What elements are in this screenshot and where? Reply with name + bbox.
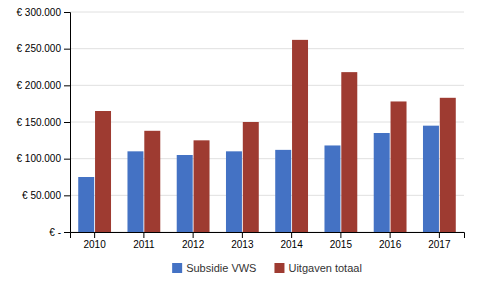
y-tick-label: € 100.000 [17,153,62,164]
chart: € - € 50.000 € 100.000 € 150.000 € 200.000 € … [0,0,478,284]
x-tick-label: 2017 [428,239,451,250]
x-tick-label: 2015 [330,239,353,250]
bar [127,151,143,232]
plot: € - € 50.000 € 100.000 € 150.000 € 200.000 € … [17,7,465,250]
x-tick-mark [340,232,341,238]
bar [226,151,242,232]
bar [292,40,308,232]
bar [324,145,340,232]
bars [78,40,456,232]
legend-swatch [274,263,284,273]
y-tick: € 150.000 [17,117,71,128]
x-tick-mark [390,232,391,238]
x-tick: 2012 [182,232,205,250]
y-tick-mark [64,159,70,160]
y-axis-line [64,13,71,233]
x-tick: 2011 [133,232,155,250]
x-tick-mark [439,232,440,238]
bar [144,131,160,232]
x-tick-mark [193,232,194,238]
y-tick: € 200.000 [17,80,71,91]
x-tick: 2013 [231,232,254,250]
y-tick-mark [64,232,70,233]
y-tick-label: € 150.000 [17,117,62,128]
x-tick-label: 2013 [231,239,254,250]
bar [275,150,291,232]
y-tick-mark [64,85,70,86]
x-tick-mark [94,232,95,238]
bar [440,98,456,232]
bar [374,133,390,232]
x-tick-label: 2016 [379,239,402,250]
x-tick-label: 2014 [281,239,304,250]
bar [194,140,210,232]
x-tick: 2014 [281,232,304,250]
bar-series [95,40,456,232]
x-axis: 2010 2011 2012 2013 2014 2015 2016 2017 [71,232,465,250]
x-tick-label: 2012 [182,239,205,250]
x-tick: 2015 [330,232,353,250]
bar [78,177,94,232]
x-axis-line [71,233,465,239]
x-tick-mark [242,232,243,238]
legend-item: Uitgaven totaal [274,262,361,274]
grid-line [70,48,464,49]
grid-line [70,12,464,13]
bar [341,72,357,232]
x-tick: 2016 [379,232,402,250]
legend-swatch [172,263,182,273]
y-tick-label: € 200.000 [17,80,62,91]
y-tick: € 50.000 [22,190,70,201]
y-tick-mark [64,12,70,13]
y-tick-mark [64,195,70,196]
bar [391,101,407,232]
y-axis: € - € 50.000 € 100.000 € 150.000 € 200.000 € … [17,7,71,238]
y-tick: € 300.000 [17,7,71,18]
x-tick-mark [143,232,144,238]
x-tick: 2017 [428,232,451,250]
bar [423,126,439,232]
y-tick-label: € 250.000 [17,43,62,54]
y-tick-mark [64,49,70,50]
y-tick-label: € 300.000 [17,7,62,18]
grid [70,12,464,232]
y-tick-label: € - [49,227,61,238]
legend-label: Subsidie VWS [186,262,256,274]
x-tick: 2010 [84,232,107,250]
bar [177,155,193,232]
x-tick-mark [291,232,292,238]
y-tick: € 100.000 [17,153,71,164]
y-tick-mark [64,122,70,123]
grid-line [70,85,464,86]
y-tick: € 250.000 [17,43,71,54]
bar [243,122,259,232]
legend-item: Subsidie VWS [172,262,256,274]
x-tick-label: 2011 [133,239,155,250]
legend: Subsidie VWS Uitgaven totaal [172,262,362,274]
legend-label: Uitgaven totaal [288,262,361,274]
y-tick-label: € 50.000 [22,190,61,201]
y-tick: € - [49,227,70,238]
x-tick-label: 2010 [84,239,107,250]
bar [95,111,111,232]
